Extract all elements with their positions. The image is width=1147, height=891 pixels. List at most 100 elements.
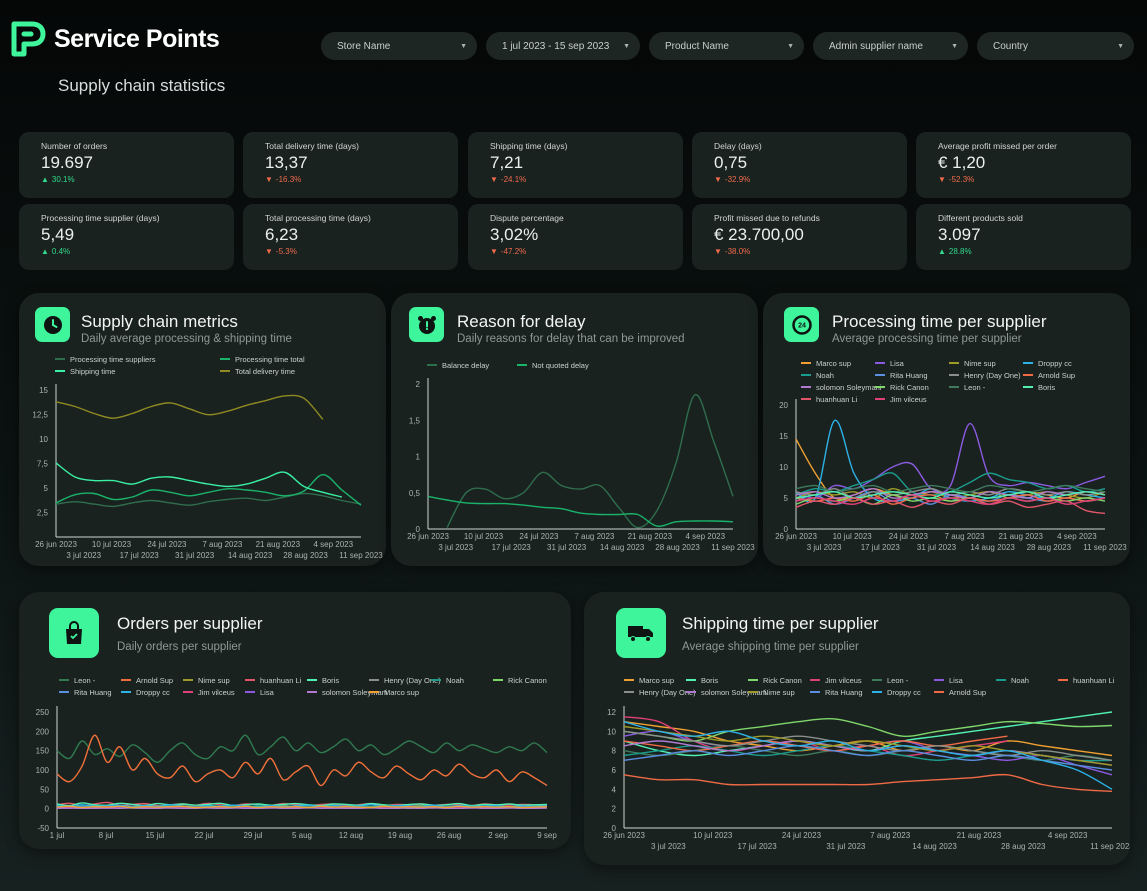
reason-for-delay-card: Reason for delay Daily reasons for delay… <box>391 293 758 566</box>
kpi-label: Delay (days) <box>714 141 762 151</box>
x-tick-label: 2 sep <box>488 831 508 840</box>
legend-label: Arnold Sup <box>1038 371 1075 380</box>
x-tick-label: 24 jul 2023 <box>889 532 929 541</box>
x-tick-label: 31 jul 2023 <box>547 543 587 552</box>
y-tick-label: 0 <box>45 805 50 814</box>
kpi-value: € 1,20 <box>938 153 986 172</box>
x-tick-label: 7 aug 2023 <box>945 532 986 541</box>
x-tick-label: 3 jul 2023 <box>807 543 842 552</box>
legend-label: Boris <box>322 676 339 685</box>
y-tick-label: 2 <box>612 805 617 814</box>
date-range-filter[interactable]: 1 jul 2023 - 15 sep 2023 ▼ <box>486 32 640 60</box>
arrow-up-icon: ▲ <box>41 247 49 256</box>
arrow-down-icon: ▼ <box>714 175 722 184</box>
legend-label: huanhuan Li <box>1073 676 1115 685</box>
x-tick-label: 14 aug 2023 <box>600 543 645 552</box>
kpi-label: Average profit missed per order <box>938 141 1057 151</box>
kpi-label: Number of orders <box>41 141 108 151</box>
filter-label: Store Name <box>337 40 391 52</box>
filter-label: Country <box>993 40 1029 52</box>
kpi-total-delivery-time: Total delivery time (days) 13,37 ▼ -16.3% <box>243 132 458 198</box>
legend-label: Total delivery time <box>235 367 295 376</box>
x-tick-label: 10 jul 2023 <box>833 532 873 541</box>
series-line <box>623 725 1113 766</box>
y-tick-label: 20 <box>779 401 788 410</box>
kpi-profit-missed-refunds: Profit missed due to refunds € 23.700,00… <box>692 204 907 270</box>
legend-label: Marco sup <box>816 359 851 368</box>
series-line <box>623 730 1113 776</box>
x-tick-label: 4 sep 2023 <box>685 532 725 541</box>
y-tick-label: 10 <box>39 435 48 444</box>
x-tick-label: 1 jul <box>50 831 65 840</box>
x-tick-label: 21 aug 2023 <box>957 831 1002 840</box>
x-tick-label: 14 aug 2023 <box>228 551 273 560</box>
y-tick-label: 8 <box>612 747 617 756</box>
legend-label: Processing time suppliers <box>70 355 156 364</box>
kpi-delta: ▼ -47.2% <box>490 247 527 256</box>
series-line <box>55 462 343 498</box>
arrow-down-icon: ▼ <box>490 175 498 184</box>
timer-24h-icon: 24 <box>784 307 819 342</box>
series-line <box>623 711 1113 757</box>
brand-logo: Service Points <box>10 20 220 58</box>
processing-time-line-chart: Marco sup Lisa Nime sup Droppy cc Noah Rita H… <box>775 359 1127 552</box>
legend-label: huanhuan Li <box>816 395 858 404</box>
card-subtitle: Daily orders per supplier <box>117 641 242 653</box>
kpi-value: 3,02% <box>490 225 539 244</box>
kpi-value: 6,23 <box>265 225 299 244</box>
processing-time-per-supplier-card: 24 Processing time per supplier Average … <box>763 293 1130 566</box>
y-tick-label: 0,5 <box>409 489 421 498</box>
store-name-filter[interactable]: Store Name ▼ <box>321 32 477 60</box>
kpi-value: 0,75 <box>714 153 748 172</box>
x-tick-label: 7 aug 2023 <box>574 532 615 541</box>
x-tick-label: 24 jul 2023 <box>519 532 559 541</box>
service-points-logo-icon <box>11 21 46 57</box>
series-line <box>623 745 1113 771</box>
kpi-average-profit-missed: Average profit missed per order € 1,20 ▼… <box>916 132 1131 198</box>
series-line <box>427 495 734 527</box>
kpi-value: 19.697 <box>41 153 93 172</box>
kpi-delta: ▼ -32.9% <box>714 175 751 184</box>
kpi-label: Total processing time (days) <box>265 213 371 223</box>
product-name-filter[interactable]: Product Name ▼ <box>649 32 804 60</box>
y-tick-label: 12 <box>607 708 616 717</box>
kpi-value: € 23.700,00 <box>714 225 804 244</box>
brand-name: Service Points <box>54 24 220 53</box>
shopping-bag-icon <box>49 608 99 658</box>
series-line <box>795 491 1106 499</box>
country-filter[interactable]: Country ▼ <box>977 32 1134 60</box>
card-subtitle: Average shipping time per supplier <box>682 641 859 653</box>
series-line <box>56 734 548 763</box>
x-tick-label: 11 sep 2023 <box>711 543 755 552</box>
filter-bar: Store Name ▼ 1 jul 2023 - 15 sep 2023 ▼ Pr… <box>321 32 1134 60</box>
legend-label: Marco sup <box>384 688 419 697</box>
page-subtitle: Supply chain statistics <box>58 76 226 95</box>
kpi-different-products-sold: Different products sold 3.097 ▲ 28.8% <box>916 204 1131 270</box>
kpi-delta: ▼ -24.1% <box>490 175 527 184</box>
y-tick-label: 10 <box>607 727 616 736</box>
x-tick-label: 4 sep 2023 <box>1048 831 1088 840</box>
kpi-total-processing-time: Total processing time (days) 6,23 ▼ -5.3% <box>243 204 458 270</box>
admin-supplier-filter[interactable]: Admin supplier name ▼ <box>813 32 968 60</box>
legend-label: Noah <box>446 676 464 685</box>
x-tick-label: 24 jul 2023 <box>147 540 187 549</box>
x-tick-label: 4 sep 2023 <box>1057 532 1097 541</box>
series-line <box>56 802 548 807</box>
card-subtitle: Daily average processing & shipping time <box>81 333 292 345</box>
kpi-processing-time-supplier: Processing time supplier (days) 5,49 ▲ 0.… <box>19 204 234 270</box>
legend-label: Rick Canon <box>508 676 547 685</box>
x-tick-label: 26 aug <box>437 831 461 840</box>
y-tick-label: 0 <box>784 525 789 534</box>
legend-label: Not quoted delay <box>532 361 589 370</box>
clock-icon <box>35 307 70 342</box>
x-tick-label: 17 jul 2023 <box>861 543 901 552</box>
chevron-down-icon: ▼ <box>951 42 958 50</box>
y-tick-label: 2 <box>416 380 421 389</box>
arrow-down-icon: ▼ <box>490 247 498 256</box>
kpi-delta: ▲ 30.1% <box>41 175 75 184</box>
chevron-down-icon: ▼ <box>460 42 467 50</box>
card-title: Processing time per supplier <box>832 312 1047 331</box>
x-tick-label: 19 aug <box>388 831 412 840</box>
series-line <box>56 734 548 787</box>
kpi-delta: ▲ 28.8% <box>938 247 972 256</box>
